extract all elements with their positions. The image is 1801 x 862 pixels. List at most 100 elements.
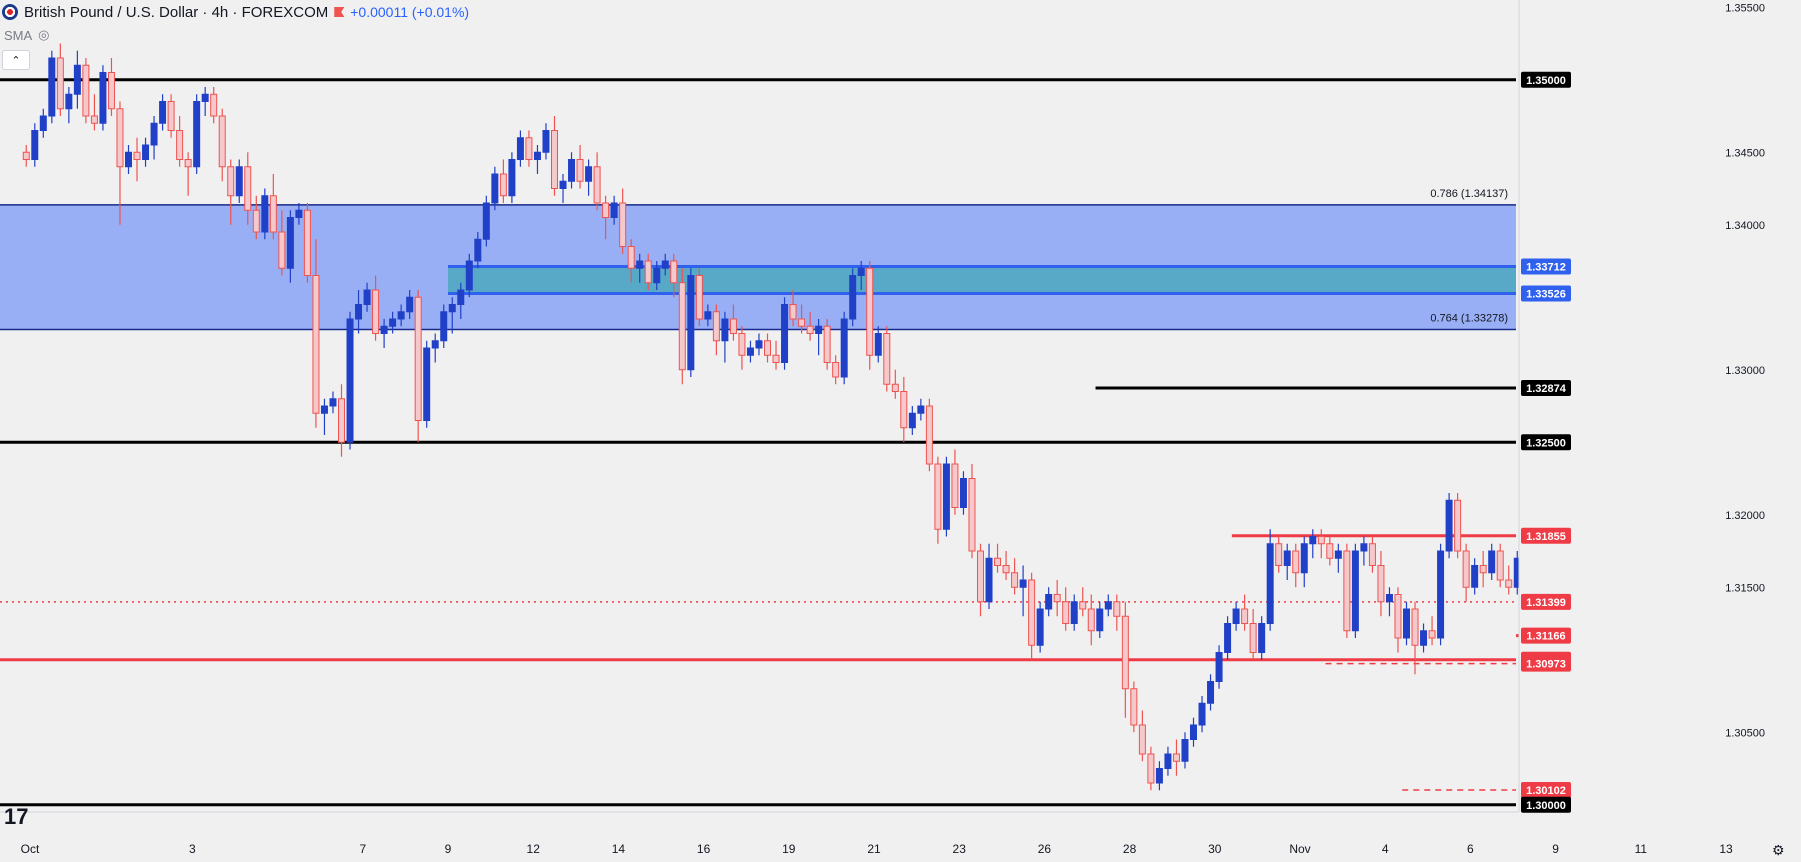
candle-body — [568, 159, 576, 182]
symbol-title[interactable]: British Pound / U.S. Dollar · 4h · FOREX… — [24, 3, 329, 21]
candle-body — [303, 209, 311, 276]
indicator-legend[interactable]: SMA ◎ — [4, 27, 50, 43]
x-tick-label: Oct — [21, 842, 40, 856]
candle-body — [695, 275, 703, 320]
candle-body — [619, 202, 627, 247]
price-change: +0.00011 (+0.01%) — [350, 4, 470, 20]
candle-body — [184, 159, 192, 168]
collapse-legend-button[interactable]: ⌃ — [2, 50, 30, 70]
candle-body — [406, 296, 414, 313]
candle-body — [1437, 550, 1445, 639]
candle-body — [1385, 594, 1393, 603]
level-label: 1.30000 — [1526, 800, 1566, 812]
candle-body — [900, 391, 908, 429]
y-tick-label: 1.35500 — [1725, 2, 1765, 14]
candle-body — [167, 101, 175, 131]
candle-body — [1428, 630, 1436, 639]
candle-body — [636, 260, 644, 269]
candle-body — [107, 72, 115, 110]
chart-header: British Pound / U.S. Dollar · 4h · FOREX… — [0, 0, 469, 24]
candle-body — [942, 463, 950, 530]
candle-body — [1505, 579, 1513, 588]
candle-body — [474, 238, 482, 262]
candle-body — [687, 275, 695, 371]
level-label-bg — [1521, 655, 1571, 672]
candle-body — [278, 231, 286, 269]
x-tick-label: 9 — [1552, 842, 1559, 856]
candle-body — [39, 115, 47, 131]
candle-body — [1155, 768, 1163, 784]
candle-body — [772, 354, 780, 363]
candle-body — [312, 275, 320, 414]
eye-off-icon[interactable]: ◎ — [38, 27, 50, 42]
x-tick-label: 23 — [953, 842, 967, 856]
candle-body — [73, 64, 81, 95]
candle-body — [1002, 565, 1010, 574]
candle-body — [712, 311, 720, 342]
x-tick-label: 4 — [1382, 842, 1389, 856]
candle-body — [516, 137, 524, 160]
level-label: 1.32874 — [1526, 383, 1567, 395]
x-tick-label: 19 — [782, 842, 796, 856]
candle-body — [1445, 499, 1453, 552]
candle-body — [1172, 753, 1180, 762]
candle-body — [1232, 608, 1240, 624]
candle-body — [832, 362, 840, 378]
candle-body — [210, 93, 218, 117]
candle-body — [551, 130, 558, 189]
candle-body — [193, 101, 201, 168]
candle-body — [440, 311, 448, 342]
candle-body — [269, 195, 277, 233]
candle-body — [738, 333, 746, 356]
candle-body — [90, 115, 98, 124]
candle-body — [1028, 579, 1036, 646]
price-axis[interactable] — [1519, 0, 1801, 862]
candle-body — [525, 137, 533, 160]
y-tick-label: 1.31500 — [1725, 582, 1765, 594]
candle-body — [499, 173, 507, 197]
candle-body — [764, 340, 771, 356]
candle-body — [227, 166, 235, 197]
level-label-bg — [1521, 627, 1571, 644]
x-tick-label: 30 — [1208, 842, 1222, 856]
candle-body — [1471, 565, 1479, 588]
candle-body — [1360, 543, 1368, 552]
candle-body — [482, 202, 490, 240]
candle-body — [1164, 753, 1172, 769]
x-tick-label: 16 — [697, 842, 711, 856]
candle-body — [917, 405, 925, 414]
candle-body — [627, 246, 635, 269]
candle-body — [457, 289, 465, 305]
level-label: 1.31166 — [1526, 631, 1565, 643]
candle-body — [414, 296, 422, 421]
candle-body — [704, 311, 712, 320]
x-tick-label: 7 — [359, 842, 366, 856]
candle-body — [866, 267, 874, 356]
candle-body — [806, 325, 814, 334]
candle-body — [1198, 702, 1206, 726]
candle-body — [1121, 615, 1129, 690]
x-tick-label: 9 — [445, 842, 452, 856]
x-tick-label: 11 — [1635, 842, 1648, 856]
x-tick-label: 12 — [527, 842, 541, 856]
candle-body — [431, 340, 439, 349]
candle-body — [397, 311, 405, 320]
candle-body — [218, 115, 226, 168]
candle-body — [1266, 543, 1274, 624]
candle-body — [1317, 536, 1325, 545]
candle-body — [295, 209, 303, 218]
candle-body — [201, 93, 209, 102]
candle-body — [355, 304, 363, 320]
candle-body — [1300, 543, 1308, 574]
candle-body — [1258, 623, 1266, 653]
candle-body — [22, 151, 30, 160]
gear-icon[interactable]: ⚙ — [1772, 842, 1785, 858]
y-tick-label: 1.32000 — [1725, 510, 1765, 522]
candle-body — [849, 275, 857, 320]
x-tick-label: 21 — [867, 842, 881, 856]
candle-body — [286, 217, 294, 269]
y-tick-label: 1.34000 — [1725, 220, 1765, 232]
y-tick-label: 1.33000 — [1725, 365, 1765, 377]
candle-body — [116, 108, 124, 168]
